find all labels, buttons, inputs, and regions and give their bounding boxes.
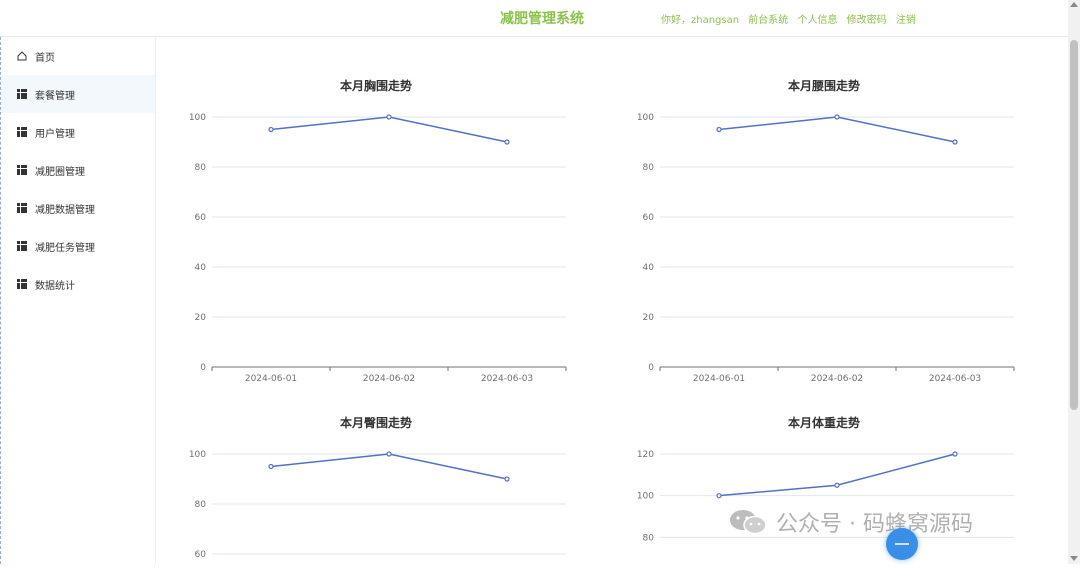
sidebar-item-stats[interactable]: 数据统计 — [1, 265, 155, 303]
sidebar-item-label: 减肥圈管理 — [35, 166, 85, 178]
data-point — [952, 139, 958, 145]
chart-hip: 本月臀围走势 60 80 100 — [156, 414, 596, 564]
sidebar-item-tasks[interactable]: 减肥任务管理 — [1, 227, 155, 265]
chart-title: 本月胸围走势 — [339, 79, 412, 93]
series-line — [718, 453, 956, 497]
series-line — [270, 116, 508, 143]
nav-logout-link[interactable]: 注销 — [895, 15, 916, 26]
chart-svg: 0 20 40 60 80 100 2024-06-01 2024-06-02 2024-06-… — [189, 113, 567, 384]
wechat-icon — [730, 510, 767, 535]
watermark: 公众号 · 码蜂窝源码 — [728, 506, 973, 538]
data-point — [504, 476, 510, 482]
chart-chest: 本月胸围走势 0 20 40 60 80 100 2024-06-01 2024-06-02 2… — [156, 77, 596, 387]
scroll-up-arrow-icon[interactable] — [1070, 2, 1078, 7]
x-tick-label: 2024-06-01 — [693, 374, 745, 384]
chart-svg: 60 80 100 — [189, 450, 566, 560]
data-point — [504, 139, 510, 145]
data-point — [386, 114, 392, 120]
sidebar-item-label: 减肥数据管理 — [35, 204, 95, 216]
sidebar-item-users[interactable]: 用户管理 — [1, 113, 155, 151]
sidebar-item-home[interactable]: 首页 — [1, 37, 155, 75]
top-header: 减肥管理系统 你好，zhangsan 前台系统 个人信息 修改密码 注销 — [0, 0, 1068, 37]
app-title: 减肥管理系统 — [500, 11, 584, 27]
y-tick-label: 0 — [200, 363, 206, 373]
grid-icon — [17, 127, 27, 137]
y-tick-label: 80 — [643, 533, 655, 543]
chart-weight: 本月体重走势 80 100 120 — [604, 414, 1044, 564]
grid-icon — [17, 203, 27, 213]
x-tick-label: 2024-06-02 — [811, 374, 863, 384]
x-tick-label: 2024-06-02 — [363, 374, 415, 384]
y-tick-label: 20 — [643, 313, 655, 323]
x-tick-label: 2024-06-01 — [245, 374, 297, 384]
data-point — [834, 114, 840, 120]
grid-icon — [17, 279, 27, 289]
y-tick-label: 100 — [637, 492, 654, 502]
y-tick-label: 40 — [643, 263, 655, 273]
nav-profile-link[interactable]: 个人信息 — [797, 15, 838, 26]
y-tick-label: 20 — [195, 313, 207, 323]
scroll-thumb[interactable] — [1070, 40, 1078, 410]
data-point — [716, 126, 722, 133]
data-point — [716, 493, 722, 499]
y-tick-label: 60 — [195, 550, 207, 560]
sidebar-item-package[interactable]: 套餐管理 — [1, 75, 155, 113]
chart-title: 本月体重走势 — [787, 416, 860, 430]
sidebar-item-label: 套餐管理 — [35, 90, 75, 102]
watermark-text: 公众号 · 码蜂窝源码 — [776, 512, 973, 537]
sidebar-item-label: 用户管理 — [35, 128, 75, 140]
greeting: 你好，zhangsan — [661, 15, 740, 26]
y-tick-label: 120 — [637, 450, 654, 460]
data-point — [952, 451, 958, 457]
page-scrollbar[interactable] — [1068, 0, 1080, 564]
chart-title: 本月腰围走势 — [787, 79, 860, 93]
sidebar: 首页 套餐管理 用户管理 减肥圈管理 减肥数据管理 减肥任务管理 数据统计 — [0, 37, 156, 564]
y-tick-label: 100 — [189, 450, 206, 460]
y-tick-label: 100 — [637, 113, 654, 123]
y-tick-label: 80 — [643, 163, 655, 173]
y-tick-label: 100 — [189, 113, 206, 123]
data-point — [386, 451, 392, 457]
y-tick-label: 80 — [195, 163, 207, 173]
y-tick-label: 40 — [195, 263, 207, 273]
y-tick-label: 0 — [648, 363, 654, 373]
chart-waist: 本月腰围走势 0 20 40 60 80 100 2024-06-01 2024-06-02 2… — [604, 77, 1044, 387]
y-tick-label: 60 — [195, 213, 207, 223]
scroll-down-arrow-icon[interactable] — [1070, 556, 1078, 561]
sidebar-item-data[interactable]: 减肥数据管理 — [1, 189, 155, 227]
home-icon — [17, 51, 27, 61]
sidebar-item-circle[interactable]: 减肥圈管理 — [1, 151, 155, 189]
grid-icon — [17, 241, 27, 251]
sidebar-item-label: 首页 — [35, 52, 55, 64]
data-point — [834, 482, 840, 488]
main-content: 本月胸围走势 0 20 40 60 80 100 2024-06-01 2024-06-02 2… — [156, 37, 1068, 564]
sidebar-item-label: 数据统计 — [35, 280, 75, 292]
nav-change-password-link[interactable]: 修改密码 — [846, 15, 887, 26]
floating-action-button[interactable] — [886, 528, 918, 560]
sidebar-item-label: 减肥任务管理 — [35, 242, 95, 254]
grid-icon — [17, 89, 27, 99]
x-tick-label: 2024-06-03 — [481, 374, 533, 384]
grid-icon — [17, 165, 27, 175]
series-line — [718, 116, 956, 143]
y-tick-label: 60 — [643, 213, 655, 223]
top-nav: 你好，zhangsan 前台系统 个人信息 修改密码 注销 — [661, 11, 922, 26]
x-tick-label: 2024-06-03 — [929, 374, 981, 384]
data-point — [268, 463, 274, 470]
nav-frontend-link[interactable]: 前台系统 — [748, 15, 789, 26]
chart-svg: 0 20 40 60 80 100 2024-06-01 2024-06-02 2024-06-… — [637, 113, 1015, 384]
chart-title: 本月臀围走势 — [339, 416, 412, 430]
y-tick-label: 80 — [195, 500, 207, 510]
chart-svg: 80 100 120 — [637, 450, 1014, 543]
data-point — [268, 126, 274, 133]
series-line — [270, 453, 508, 480]
